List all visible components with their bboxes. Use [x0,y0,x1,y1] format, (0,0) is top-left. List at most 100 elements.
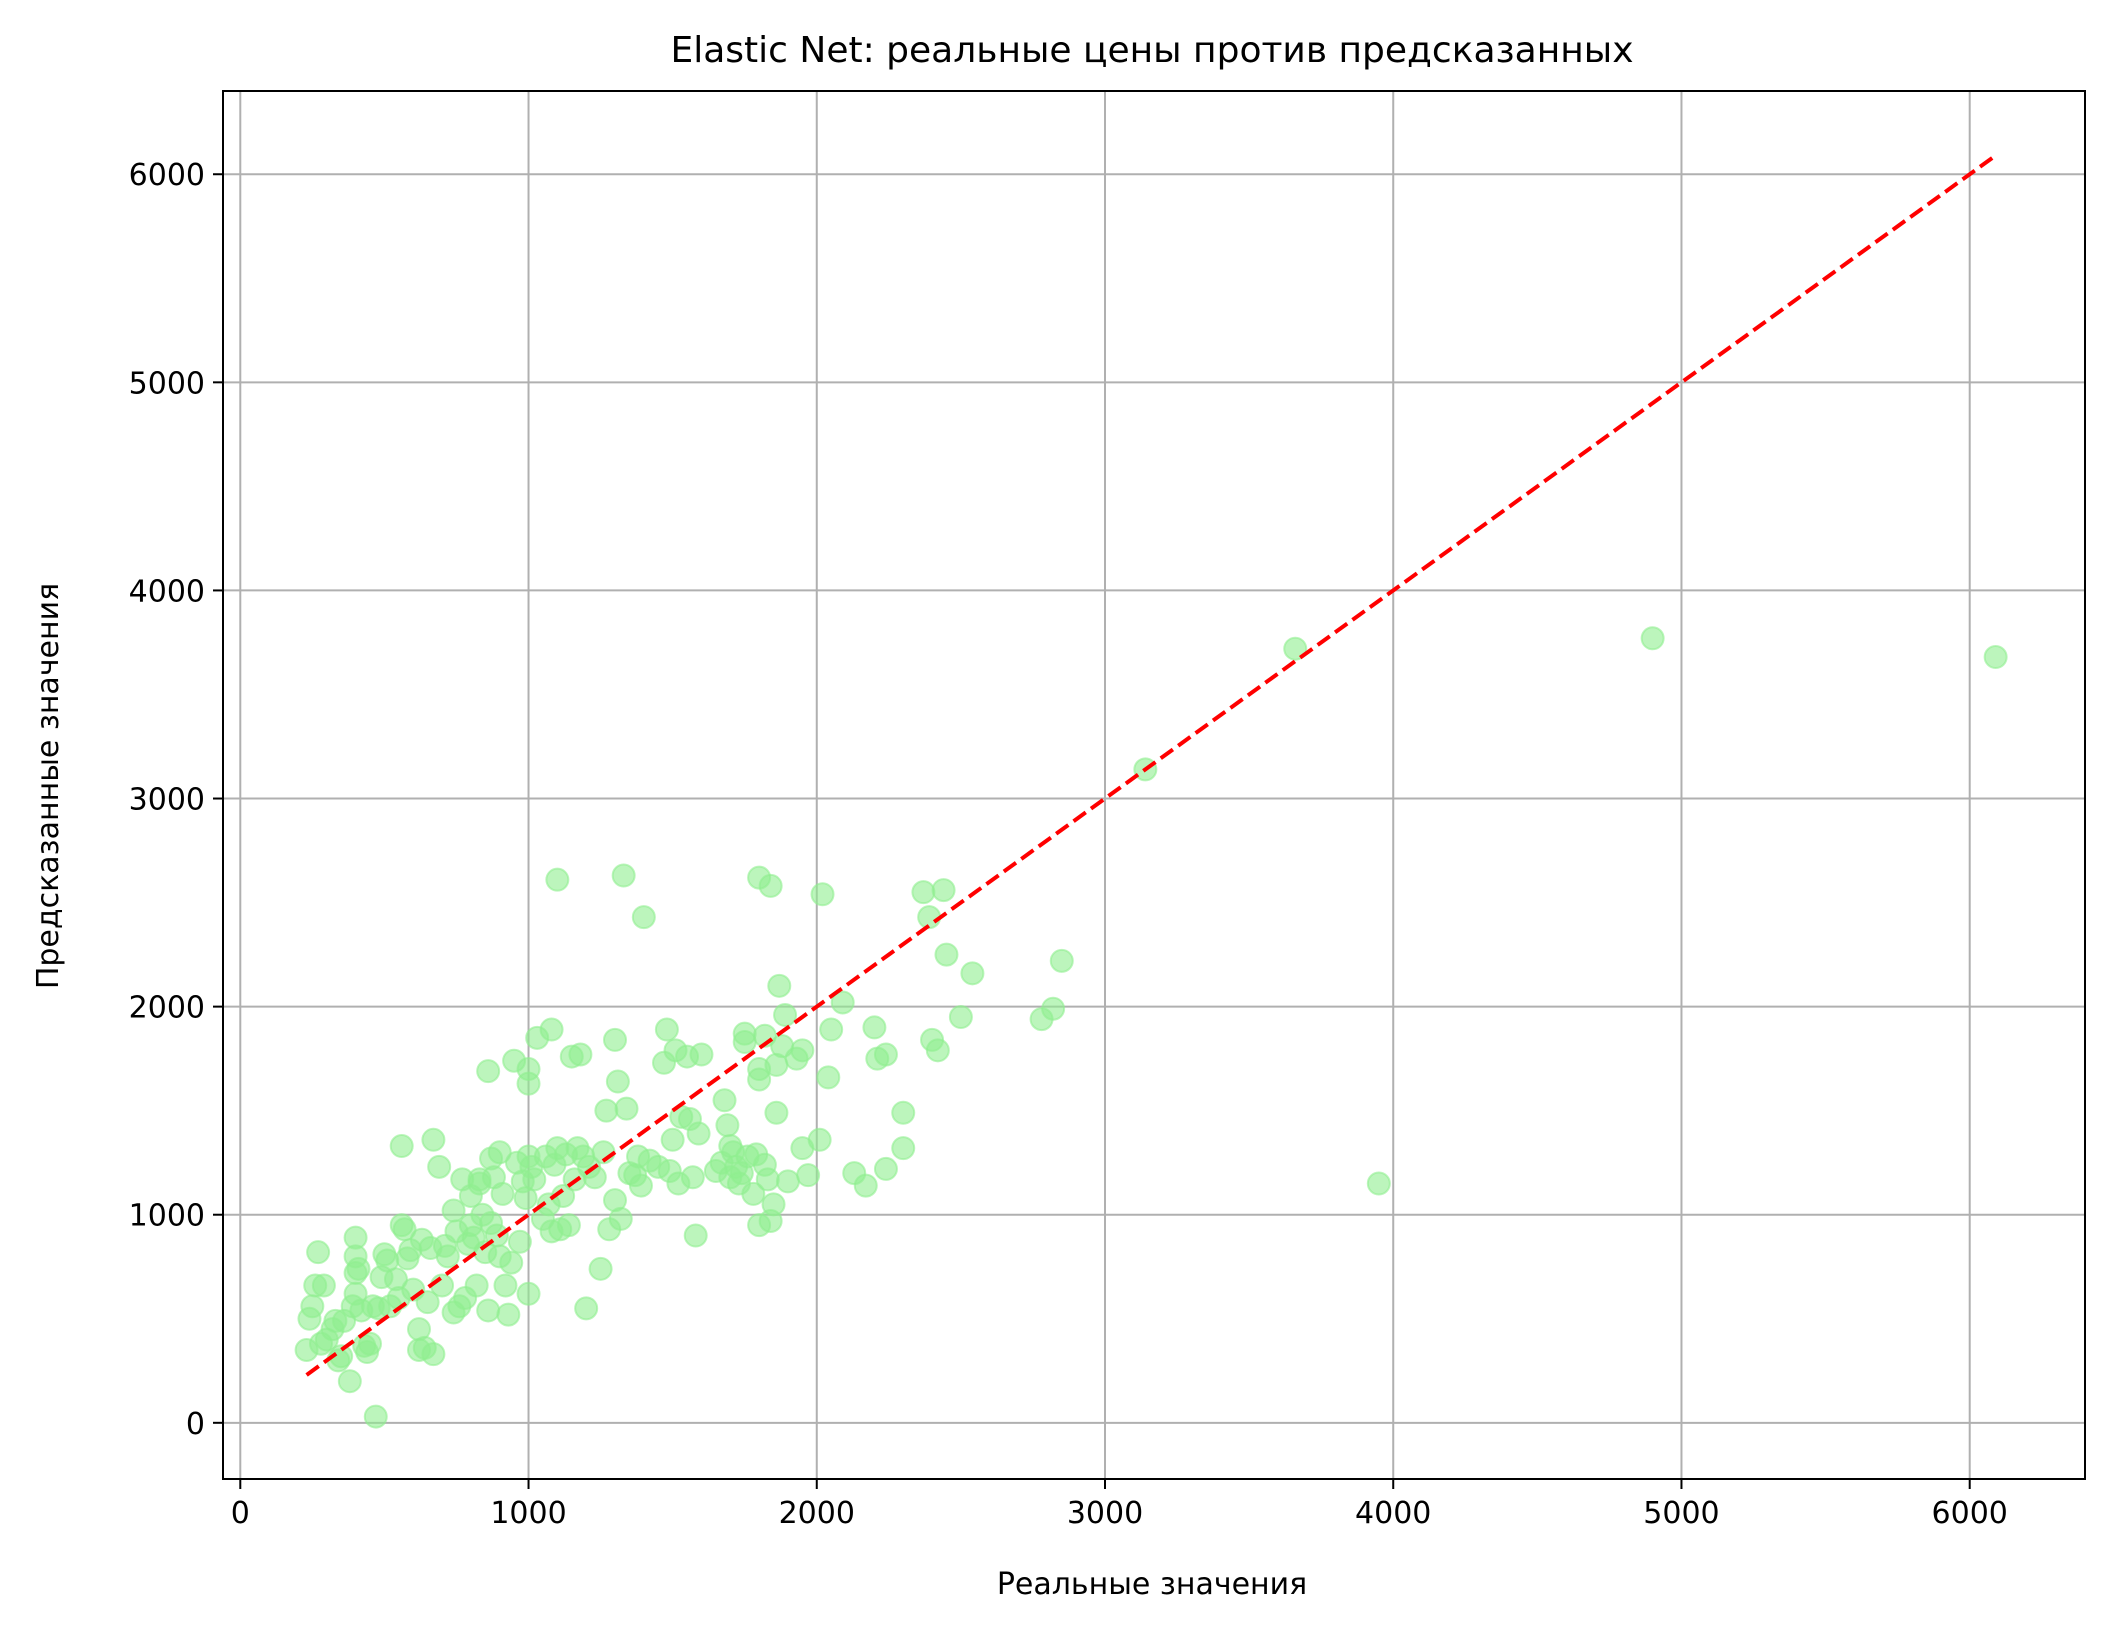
y-tick-label: 4000 [129,574,205,609]
y-tick-label: 6000 [129,158,205,193]
data-point [931,878,956,903]
data-point [556,1213,581,1238]
data-point [487,1140,512,1165]
data-point [594,1098,619,1123]
data-point [430,1273,455,1298]
data-point [819,1017,844,1042]
data-point [346,1256,371,1281]
data-point [631,905,656,930]
data-point [496,1302,521,1327]
x-tick-label: 0 [231,1496,250,1531]
y-tick-label: 5000 [129,366,205,401]
data-point [614,1096,639,1121]
data-point [493,1273,518,1298]
data-point [741,1181,766,1206]
data-point [654,1017,679,1042]
data-point [715,1113,740,1138]
y-tick-label: 1000 [129,1199,205,1234]
data-point [891,1136,916,1161]
data-point [415,1290,440,1315]
data-point [773,1002,798,1027]
data-point [686,1121,711,1146]
data-point [628,1173,653,1198]
data-point [539,1017,564,1042]
data-point [960,961,985,986]
data-point [891,1100,916,1125]
y-tick-label: 3000 [129,783,205,818]
x-tick-label: 5000 [1643,1496,1719,1531]
data-point [934,942,959,967]
data-point [796,1163,821,1188]
data-points [294,626,2008,1429]
data-point [337,1369,362,1394]
data-point [712,1088,737,1113]
data-point [427,1154,452,1179]
data-point [358,1331,382,1356]
data-point [476,1298,501,1323]
data-point [767,973,792,998]
data-point [582,1165,607,1190]
data-point [516,1057,541,1082]
data-point [873,1156,898,1181]
data-point [605,1069,630,1094]
data-point [464,1273,489,1298]
data-point [689,1042,714,1067]
data-point [343,1225,368,1250]
x-axis-label: Реальные значения [997,1567,1307,1602]
data-point [588,1256,613,1281]
data-point [775,1169,800,1194]
data-point [1366,1171,1391,1196]
data-point [306,1240,331,1265]
data-point [300,1294,325,1319]
data-point [1983,645,2008,670]
data-point [522,1167,547,1192]
data-point [853,1173,878,1198]
reference-line [305,153,1997,1377]
axis-ticks: 0 1000 2000 3000 4000 5000 6000 0 1000 2000 3000 40… [129,158,2008,1531]
data-point [311,1273,336,1298]
data-point [507,1229,532,1254]
data-point [948,1005,973,1030]
reference-line-group [305,153,1997,1377]
data-point [911,880,936,905]
data-point [1049,948,1074,973]
data-point [830,990,855,1015]
data-point [545,867,570,892]
data-point [683,1223,708,1248]
data-point [917,905,942,930]
data-point [476,1059,501,1084]
x-tick-label: 2000 [779,1496,855,1531]
data-point [1041,996,1066,1021]
data-point [925,1038,950,1063]
data-point [363,1404,388,1429]
data-point [1640,626,1665,651]
data-point [764,1100,789,1125]
data-point [873,1042,898,1067]
data-point [435,1244,460,1269]
data-point [389,1134,414,1159]
x-tick-label: 3000 [1067,1496,1143,1531]
data-point [499,1250,524,1275]
data-point [1283,636,1308,661]
data-point [574,1296,599,1321]
data-point [660,1127,685,1152]
chart-title: Elastic Net: реальные цены против предск… [670,30,1633,71]
y-axis-label: Предсказанные значения [31,583,66,989]
data-point [603,1027,627,1052]
y-tick-label: 0 [186,1407,205,1442]
data-point [490,1181,515,1206]
data-point [761,1192,786,1217]
data-point [568,1042,593,1067]
grid-lines [223,91,2085,1479]
data-point [421,1342,446,1367]
data-point [816,1065,841,1090]
y-tick-label: 2000 [129,991,205,1026]
plot-area-frame [222,90,2086,1480]
x-tick-label: 6000 [1932,1496,2008,1531]
data-point [862,1015,887,1040]
data-point [732,1021,757,1046]
data-point [758,873,783,898]
